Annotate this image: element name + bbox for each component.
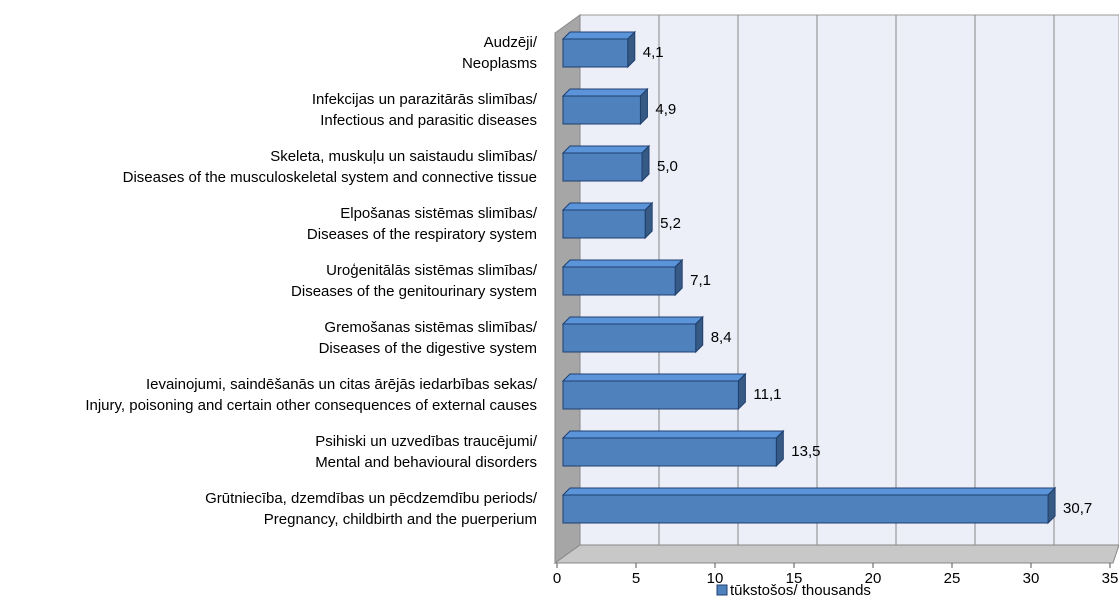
bar [562,95,641,125]
category-label: Infectious and parasitic diseases [320,112,537,129]
category-label: Neoplasms [462,55,537,72]
value-label: 5,2 [660,215,681,232]
bar-top [561,430,785,439]
category-label: Psihiski un uzvedības traucējumi/ [315,433,538,450]
value-label: 30,7 [1063,500,1092,517]
category-label: Grūtniecība, dzemdības un pēcdzemdību pe… [205,490,538,507]
value-label: 11,1 [753,386,781,403]
bar-side [627,30,636,69]
bar-side [641,144,650,183]
category-label: Skeleta, muskuļu un saistaudu slimības/ [270,148,538,165]
bar-side [1047,486,1056,525]
bar-top [561,316,704,325]
category-label: Gremošanas sistēmas slimības/ [324,319,537,336]
bar-side [695,315,704,354]
value-label: 5,0 [657,158,678,175]
x-tick-label: 10 [707,570,724,587]
bar [562,437,777,467]
x-tick-label: 35 [1102,570,1119,587]
bar [562,209,646,239]
x-tick-label: 25 [944,570,961,587]
legend-swatch [716,584,728,596]
bar [562,152,643,182]
x-tick-label: 30 [1023,570,1040,587]
category-label: Diseases of the digestive system [319,340,537,357]
bar-side [775,429,784,468]
category-label: Injury, poisoning and certain other cons… [85,397,537,414]
bar-side [737,372,746,411]
category-label: Diseases of the respiratory system [307,226,537,243]
x-tick-label: 5 [632,570,640,587]
bar [562,323,697,353]
category-label: Elpošanas sistēmas slimības/ [340,205,538,222]
bar [562,380,739,410]
bar-top [561,31,636,40]
bar-top [561,259,684,268]
category-label: Diseases of the genitourinary system [291,283,537,300]
category-label: Audzēji/ [484,34,538,51]
value-label: 4,1 [643,44,664,61]
bar-top [561,88,649,97]
x-tick-label: 20 [865,570,882,587]
bar [562,38,629,68]
bar-top [561,145,651,154]
bar [562,266,676,296]
bar [562,494,1049,524]
value-label: 13,5 [791,443,820,460]
category-label: Infekcijas un parazitārās slimības/ [312,91,538,108]
category-label: Diseases of the musculoskeletal system a… [123,169,537,186]
bar-top [561,373,747,382]
bar-side [644,201,653,240]
value-label: 4,9 [655,101,676,118]
bar-top [561,202,654,211]
bar-side [639,87,648,126]
x-tick-label: 0 [553,570,561,587]
legend-label: tūkstošos/ thousands [730,582,871,599]
category-label: Pregnancy, childbirth and the puerperium [264,511,537,528]
category-label: Mental and behavioural disorders [315,454,537,471]
floor [553,544,1119,564]
bar-side [674,258,683,297]
x-tick-label: 15 [786,570,803,587]
category-label: Ievainojumi, saindēšanās un citas ārējās… [146,376,538,393]
value-label: 7,1 [690,272,711,289]
bar-top [561,487,1057,496]
value-label: 8,4 [711,329,732,346]
category-label: Uroģenitālās sistēmas slimības/ [326,262,538,279]
